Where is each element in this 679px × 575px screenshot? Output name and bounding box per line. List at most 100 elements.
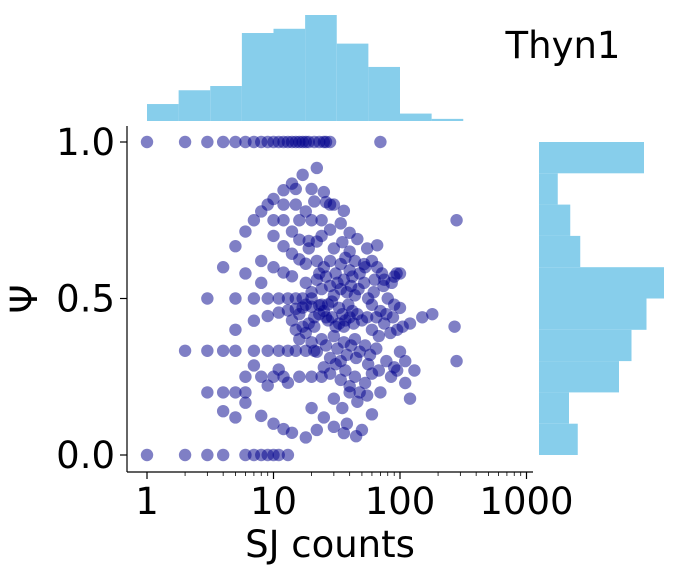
scatter-point: [360, 389, 374, 402]
scatter-point: [336, 401, 349, 415]
scatter-point: [299, 431, 312, 444]
scatter-point: [374, 135, 387, 149]
scatter-point: [408, 364, 421, 377]
scatter-point: [272, 292, 285, 305]
scatter-point: [267, 261, 280, 274]
scatter-point: [358, 376, 372, 390]
scatter-point: [310, 423, 324, 437]
scatter-point: [315, 214, 328, 227]
scatter-point: [267, 192, 280, 206]
scatter-point: [229, 411, 242, 424]
x-tick-label: 100: [365, 480, 436, 523]
scatter-point: [317, 185, 331, 199]
scatter-point: [216, 404, 230, 418]
scatter-point: [305, 370, 318, 383]
scatter-point: [327, 329, 341, 343]
scatter-point: [255, 254, 268, 268]
scatter-point: [285, 225, 299, 238]
scatter-point: [239, 225, 252, 238]
scatter-point: [361, 358, 375, 371]
scatter-point: [201, 292, 214, 305]
scatter-point: [267, 214, 280, 227]
y-tick-label: 0.5: [56, 278, 115, 321]
scatter-point: [178, 448, 192, 462]
scatter-point: [346, 304, 359, 318]
x-tick-label: 1000: [479, 480, 573, 523]
scatter-point: [255, 409, 268, 423]
scatter-point: [315, 298, 328, 311]
x-histogram-bar: [336, 43, 369, 122]
scatter-point: [239, 370, 252, 383]
scatter-point: [289, 182, 302, 196]
y-histogram-bar: [539, 173, 558, 205]
scatter-point: [327, 242, 341, 255]
scatter-point: [247, 359, 261, 372]
scatter-point: [343, 245, 356, 258]
scatter-point: [370, 342, 383, 355]
scatter-point: [339, 364, 352, 377]
scatter-point: [357, 257, 371, 271]
y-histogram-bar: [539, 142, 644, 174]
scatter-point: [277, 184, 290, 197]
scatter-point: [267, 417, 280, 430]
scatter-point: [334, 373, 347, 387]
scatter-point: [329, 358, 342, 371]
scatter-point: [201, 135, 214, 149]
scatter-point: [255, 276, 268, 290]
y-axis-label: Ψ: [3, 284, 46, 313]
x-tick-label: 1: [135, 480, 159, 523]
scatter-point: [285, 426, 299, 439]
scatter-point: [178, 135, 192, 149]
scatter-point: [272, 448, 285, 462]
scatter-point: [247, 314, 261, 327]
scatter-point: [310, 254, 324, 268]
scatter-point: [239, 396, 252, 409]
scatter-point: [348, 332, 362, 346]
scatter-point: [285, 314, 299, 327]
scatter-point: [299, 298, 312, 311]
scatter-point: [334, 217, 347, 230]
y-histogram-bar: [539, 298, 647, 330]
y-ticks: 0.0 0.5 1.0: [56, 121, 127, 477]
scatter-point: [305, 401, 318, 415]
chart-title: Thyn1: [505, 24, 621, 67]
scatter-point: [178, 344, 192, 357]
scatter-point: [285, 270, 299, 283]
x-histogram-bar: [147, 104, 179, 121]
scatter-point: [299, 257, 312, 270]
scatter-point: [323, 223, 337, 236]
scatter-point: [399, 376, 412, 390]
scatter-point: [313, 267, 326, 280]
y-histogram-bar: [539, 329, 632, 362]
scatter-point: [426, 307, 439, 321]
scatter-point: [360, 311, 374, 324]
scatter-point: [360, 242, 374, 255]
scatter-point: [323, 135, 337, 149]
scatter-point: [302, 242, 315, 255]
scatter-point: [323, 367, 337, 380]
x-histogram-bar: [210, 86, 242, 121]
scatter-points: [140, 135, 463, 462]
scatter-point: [403, 392, 417, 405]
scatter-point: [393, 345, 407, 358]
scatter-point: [319, 311, 333, 324]
scatter-point: [370, 311, 383, 324]
y-histogram-bar: [539, 267, 664, 299]
scatter-point: [299, 276, 312, 290]
scatter-point: [308, 320, 321, 333]
y-histogram-bar: [539, 361, 619, 393]
scatter-point: [355, 423, 369, 437]
scatter-point: [393, 267, 407, 280]
scatter-point: [299, 205, 312, 218]
scatter-point: [349, 351, 363, 365]
scatter-point: [229, 344, 242, 357]
scatter-point: [229, 292, 242, 305]
scatter-point: [310, 161, 324, 175]
scatter-point: [337, 320, 351, 333]
x-histogram-bar: [273, 28, 306, 122]
scatter-point: [340, 417, 354, 430]
scatter-point: [390, 364, 404, 377]
scatter-point: [247, 344, 261, 357]
scatter-point: [239, 267, 252, 280]
